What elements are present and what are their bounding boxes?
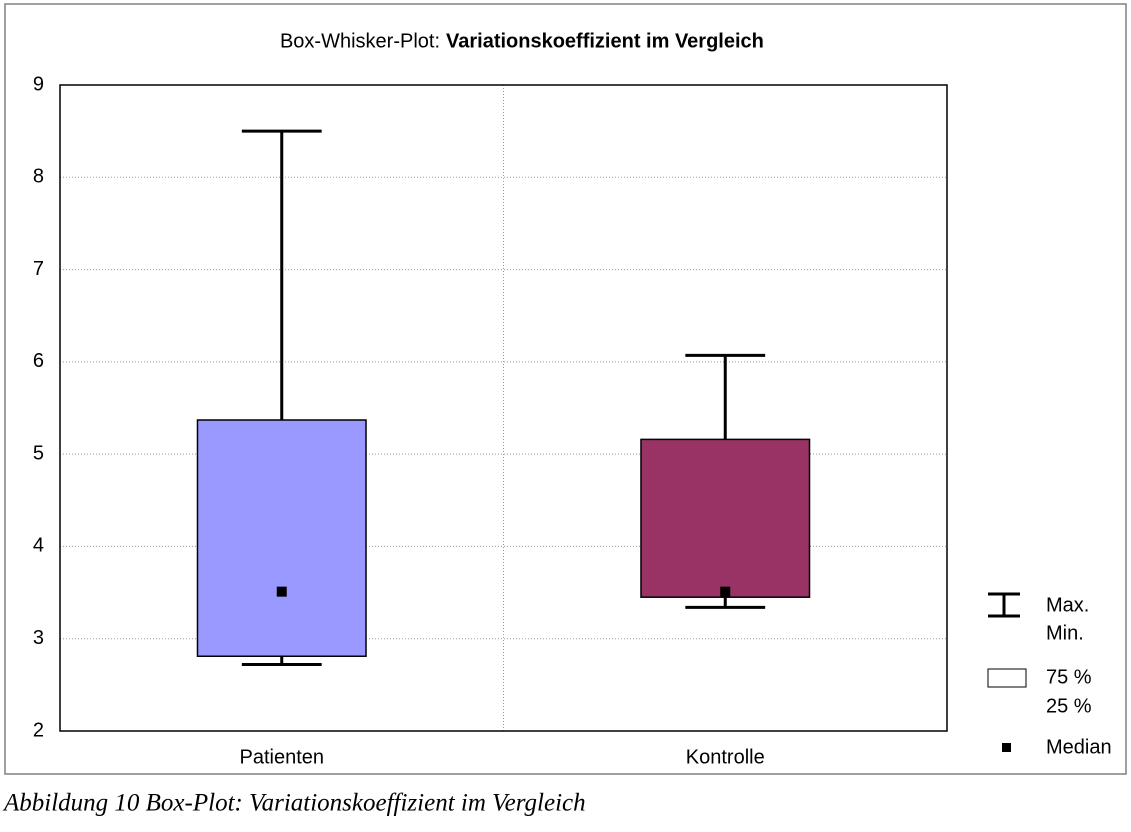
plot-frame	[59, 84, 948, 732]
caption: Abbildung 10 Box-Plot: Variationskoeffiz…	[2, 790, 586, 817]
y-tick-label: 3	[33, 627, 44, 649]
median	[720, 586, 731, 597]
legend-box	[987, 668, 1027, 688]
y-tick-label: 5	[33, 442, 44, 464]
box	[640, 438, 811, 598]
median	[276, 586, 287, 597]
legend-label: 75 %	[1046, 666, 1092, 688]
y-tick-label: 6	[33, 350, 44, 372]
legend-label: Min.	[1046, 622, 1084, 644]
chart-title-prefix: Box-Whisker-Plot:	[280, 30, 440, 52]
legend-label: 25 %	[1046, 695, 1092, 717]
x-tick-label: Kontrolle	[686, 746, 765, 768]
y-tick-label: 7	[33, 258, 44, 280]
y-tick-label: 9	[33, 73, 44, 95]
y-tick-label: 8	[33, 166, 44, 188]
chart-title: Variationskoeffizient im Vergleich	[446, 30, 764, 52]
y-tick-label: 2	[33, 719, 44, 741]
box	[196, 419, 367, 657]
legend-label: Median	[1046, 736, 1112, 758]
y-tick-label: 4	[33, 535, 44, 557]
legend-median	[1002, 743, 1011, 752]
legend-label: Max.	[1046, 594, 1089, 616]
x-tick-label: Patienten	[239, 746, 324, 768]
